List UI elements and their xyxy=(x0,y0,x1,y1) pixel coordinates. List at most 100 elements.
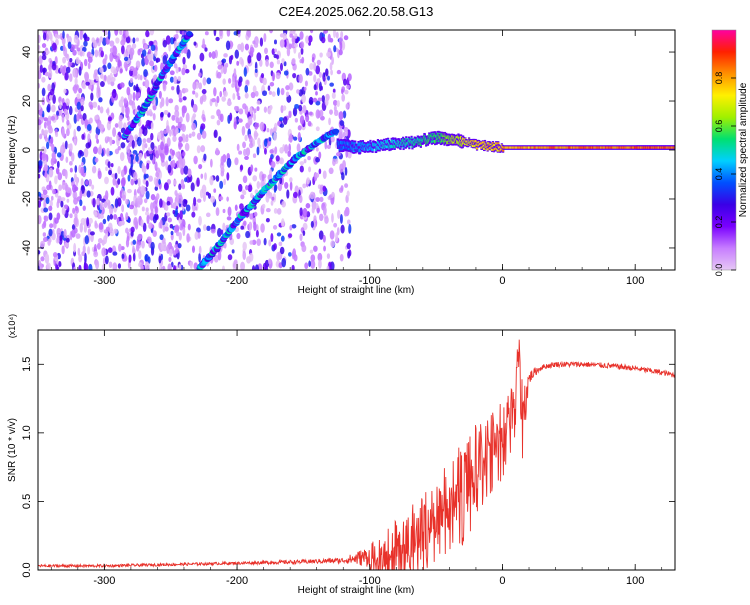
spectrogram-cell xyxy=(285,85,290,91)
spectrogram-cell xyxy=(95,259,100,270)
spectrogram-cell xyxy=(145,207,149,213)
spectrogram-cell xyxy=(288,133,293,143)
spectrogram-cell xyxy=(74,186,79,192)
spectrogram-cell xyxy=(346,190,350,197)
spectrogram-cell xyxy=(64,72,69,81)
spectrogram-cell xyxy=(94,49,99,58)
spectrogram-cell xyxy=(114,172,118,180)
spectrogram-cell xyxy=(272,72,275,82)
spectrogram-cell xyxy=(175,116,180,124)
spectrogram-cell xyxy=(50,136,54,145)
spectrogram-cell xyxy=(72,49,77,56)
spectrogram-cell xyxy=(178,232,182,241)
spectrogram-cell xyxy=(104,30,108,36)
chart-title: C2E4.2025.062.20.58.G13 xyxy=(279,4,434,19)
spectrogram-cell xyxy=(38,70,42,80)
spectrogram-cell xyxy=(296,143,301,153)
spectrogram-cell xyxy=(64,53,69,59)
spectrogram-cell xyxy=(84,252,87,263)
spectrogram-cell xyxy=(236,30,241,35)
dc-band-core xyxy=(586,146,589,149)
spectrogram-cell xyxy=(267,258,272,265)
spectrogram-cell xyxy=(322,234,326,243)
spectrogram-cell xyxy=(346,219,351,225)
spectrogram-cell xyxy=(191,131,196,137)
spectrogram-cell xyxy=(329,194,332,199)
dc-band-core xyxy=(554,146,557,149)
spectrogram-cell xyxy=(347,250,351,259)
spectrogram-cell xyxy=(39,262,43,270)
dc-band-core xyxy=(542,146,545,149)
dc-band-core xyxy=(558,146,562,149)
spectrogram-cell xyxy=(40,240,46,248)
spectrogram-cell xyxy=(132,37,136,44)
dc-band-core xyxy=(611,146,615,149)
spectrogram-cell xyxy=(160,242,164,251)
dc-band-core xyxy=(563,146,566,149)
spectrogram-cell xyxy=(178,97,183,103)
spectrogram-cell xyxy=(175,30,179,34)
spectrogram-cell xyxy=(51,63,57,71)
spectrogram-cell xyxy=(299,207,303,217)
dc-band-core xyxy=(532,146,535,149)
spectrogram-cell xyxy=(98,97,103,103)
spectrogram-cell xyxy=(130,154,135,161)
spectrogram-cell xyxy=(339,213,343,224)
spectrogram-cell xyxy=(233,68,237,77)
dc-band-core xyxy=(489,143,492,146)
spectrogram-cell xyxy=(54,217,59,224)
dc-band-core xyxy=(559,146,563,149)
spectrogram-cell xyxy=(96,138,100,144)
spectrogram-cell xyxy=(263,32,267,43)
spectrogram-cell xyxy=(276,87,280,97)
spectrogram-cell xyxy=(174,109,180,119)
dc-band-core xyxy=(610,146,614,149)
spectrogram-cell xyxy=(132,69,138,77)
spectrogram-cell xyxy=(269,61,274,69)
spectrogram-cell xyxy=(67,143,73,149)
spectrogram-cell xyxy=(291,250,295,260)
spectrogram-cell xyxy=(159,101,163,109)
spectrogram-cell xyxy=(169,129,172,137)
bottom-x-axis-label: Height of straight line (km) xyxy=(298,585,415,596)
spectrogram-cell xyxy=(234,204,238,211)
dc-band-core xyxy=(630,146,633,149)
spectrogram-cell xyxy=(77,247,81,257)
spectrogram-cell xyxy=(299,233,303,242)
spectrogram-cell xyxy=(185,112,190,123)
dc-band-core xyxy=(561,146,564,149)
spectrogram-cell xyxy=(38,160,43,167)
spectrogram-cell xyxy=(256,146,260,156)
colorbar-tick-label: 0.2 xyxy=(714,216,724,229)
colorbar-tick-label: 0.8 xyxy=(714,72,724,85)
spectrogram-cell xyxy=(171,159,176,168)
dc-band-core xyxy=(557,146,560,149)
spectrogram-cell xyxy=(94,243,97,251)
spectrogram-cell xyxy=(219,113,224,123)
spectrogram-cell xyxy=(195,92,199,98)
spectrogram-cell xyxy=(162,82,167,92)
spectrogram-cell xyxy=(149,30,155,36)
spectrogram-cell xyxy=(79,189,83,200)
dc-band-core xyxy=(545,146,548,149)
spectrogram-cell xyxy=(76,47,81,52)
spectrogram-cell xyxy=(95,75,100,82)
spectrogram-cell xyxy=(169,248,173,257)
spectrogram-cell xyxy=(204,172,207,181)
spectrogram-cell xyxy=(142,127,148,137)
spectrogram-cell xyxy=(182,226,186,237)
spectrogram-cell xyxy=(148,222,153,230)
dc-band-core xyxy=(551,146,554,149)
dc-band-core xyxy=(430,139,434,143)
dc-band-core xyxy=(582,146,585,149)
spectrogram-cell xyxy=(273,243,277,250)
spectrogram-cell xyxy=(226,157,232,168)
spectrogram-cell xyxy=(73,266,77,270)
spectrogram-cell xyxy=(308,35,313,43)
spectrogram-cell xyxy=(233,31,238,36)
spectrogram-cell xyxy=(66,187,72,194)
colorbar-frame xyxy=(711,29,737,271)
dc-band-core xyxy=(482,144,485,147)
spectrogram-cell xyxy=(167,263,172,270)
